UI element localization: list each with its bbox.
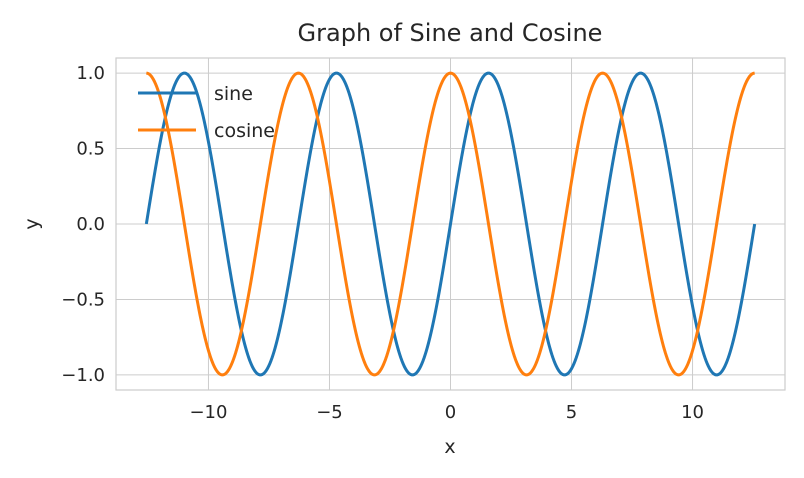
y-tick-label: 0.0 [76,214,105,235]
y-tick-label: −0.5 [61,289,105,310]
x-tick-label: 10 [681,402,704,423]
x-tick-labels: −10 −5 0 5 10 [189,402,704,423]
x-tick-label: −5 [316,402,343,423]
x-tick-label: 5 [566,402,577,423]
x-tick-label: 0 [445,402,456,423]
cosine-line [145,71,756,377]
y-axis-label: y [21,218,43,229]
y-tick-labels: −1.0 −0.5 0.0 0.5 1.0 [61,63,105,386]
y-tick-label: −1.0 [61,365,105,386]
x-tick-label: −10 [189,402,227,423]
legend: sine cosine [138,83,275,142]
legend-label-sine: sine [214,83,253,105]
y-tick-label: 0.5 [76,139,105,160]
chart-title: Graph of Sine and Cosine [298,19,603,47]
y-tick-label: 1.0 [76,63,105,84]
sine-line [144,71,757,377]
plot-frame [115,57,786,391]
x-axis-label: x [444,436,455,458]
series-group [144,71,757,377]
legend-label-cosine: cosine [214,120,275,142]
